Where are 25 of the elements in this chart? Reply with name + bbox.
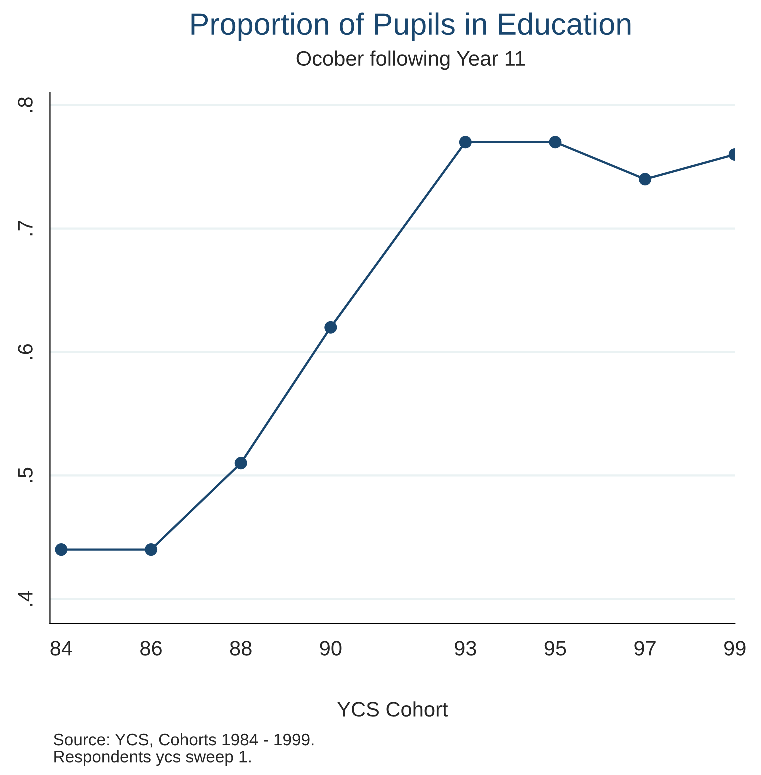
y-tick-label: .8	[18, 98, 33, 112]
point	[145, 544, 158, 556]
x-tick-label: 88	[230, 641, 252, 656]
x-tick-label: 93	[455, 641, 476, 656]
point	[55, 544, 68, 556]
point	[549, 136, 562, 149]
text: Respondents ycs sweep 1.	[54, 750, 251, 766]
x-axis-title: YCS Cohort	[338, 702, 448, 717]
y-tick-label: .6	[18, 344, 33, 360]
x-tick-label: 84	[50, 641, 72, 656]
x-tick-label: 97	[634, 641, 656, 656]
point	[234, 457, 248, 470]
point	[639, 173, 652, 186]
y-tick-label: .5	[18, 468, 33, 483]
x-tick-label: 95	[544, 641, 566, 656]
x-tick-label: 99	[724, 641, 746, 656]
x-tick-label: 86	[140, 641, 162, 656]
x-tick-label: 90	[320, 641, 342, 656]
y-tick-label: .7	[18, 221, 33, 236]
source-note: Source: YCS, Cohorts 1984 - 1999.	[54, 733, 314, 748]
chart-subtitle: Ocober following Year 11	[296, 50, 525, 70]
point	[324, 321, 338, 334]
point	[459, 136, 472, 149]
chart-title: Proportion of Pupils in Education	[192, 12, 631, 42]
y-tick-label: .4	[18, 591, 33, 606]
